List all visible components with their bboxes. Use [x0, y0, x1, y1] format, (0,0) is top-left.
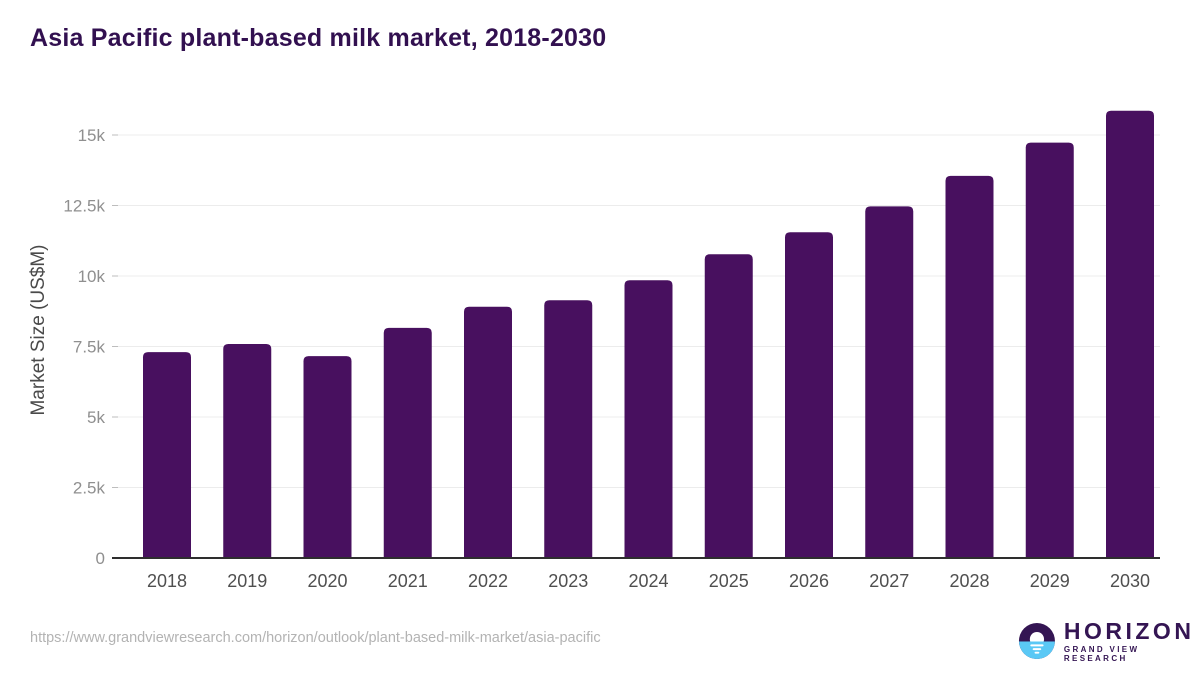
- bar-2020[interactable]: [303, 356, 352, 558]
- y-tick-label: 12.5k: [63, 197, 105, 216]
- y-tick-label: 2.5k: [73, 479, 106, 498]
- brand-logo-text: HORIZON GRAND VIEW RESEARCH: [1064, 619, 1200, 663]
- source-url[interactable]: https://www.grandviewresearch.com/horizo…: [30, 630, 601, 646]
- bar-2018[interactable]: [143, 352, 191, 558]
- bar-2021[interactable]: [383, 327, 432, 558]
- bar-2030[interactable]: [1106, 110, 1154, 559]
- y-tick-label: 15k: [78, 126, 106, 145]
- x-tick-label: 2023: [548, 571, 588, 591]
- x-tick-label: 2028: [949, 571, 989, 591]
- x-tick-label: 2030: [1110, 571, 1150, 591]
- x-tick-label: 2022: [468, 571, 508, 591]
- bar-2028[interactable]: [945, 175, 994, 558]
- bar-2025[interactable]: [704, 254, 753, 558]
- x-tick-label: 2026: [789, 571, 829, 591]
- x-tick-label: 2025: [709, 571, 749, 591]
- x-tick-label: 2020: [307, 571, 347, 591]
- x-tick-label: 2021: [388, 571, 428, 591]
- x-tick-label: 2029: [1030, 571, 1070, 591]
- bar-2023[interactable]: [544, 300, 593, 558]
- bar-2027[interactable]: [865, 206, 914, 558]
- brand-logo[interactable]: HORIZON GRAND VIEW RESEARCH: [1018, 619, 1200, 663]
- y-tick-label: 0: [96, 549, 105, 568]
- brand-name: HORIZON: [1063, 618, 1195, 644]
- bar-2019[interactable]: [223, 343, 272, 558]
- x-tick-label: 2024: [628, 571, 668, 591]
- x-tick-label: 2019: [227, 571, 267, 591]
- bar-2022[interactable]: [464, 306, 512, 558]
- y-tick-label: 10k: [78, 267, 106, 286]
- bar-2024[interactable]: [624, 280, 673, 558]
- chart-title: Asia Pacific plant-based milk market, 20…: [30, 24, 607, 52]
- y-tick-label: 5k: [87, 408, 105, 427]
- y-axis-title: Market Size (US$M): [28, 244, 49, 415]
- x-tick-label: 2018: [147, 571, 187, 591]
- brand-subtitle: GRAND VIEW RESEARCH: [1063, 645, 1140, 664]
- bar-2029[interactable]: [1025, 142, 1074, 558]
- horizon-sun-icon: [1018, 623, 1055, 660]
- y-tick-label: 7.5k: [73, 338, 106, 357]
- x-tick-label: 2027: [869, 571, 909, 591]
- bar-2026[interactable]: [785, 232, 833, 559]
